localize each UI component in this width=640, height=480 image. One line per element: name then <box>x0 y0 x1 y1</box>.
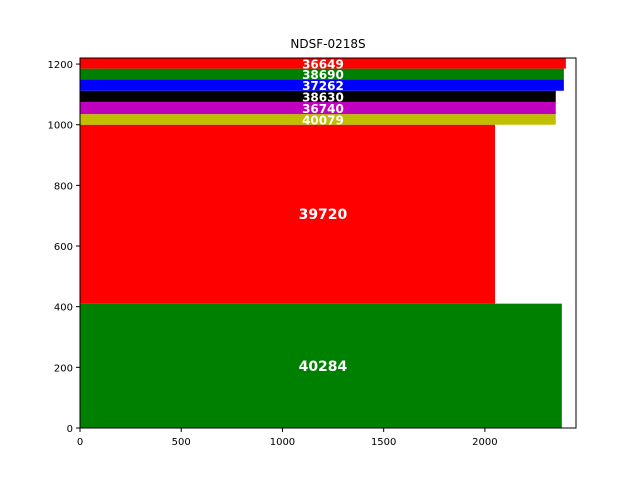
bar-block <box>80 303 562 428</box>
y-tick-label: 600 <box>54 242 73 253</box>
bar-value-label: 37262 <box>302 79 344 93</box>
bar-block <box>80 114 556 125</box>
x-tick-label: 1000 <box>270 437 295 448</box>
y-tick-label: 200 <box>54 363 73 374</box>
x-axis: 0 500 1000 1500 2000 <box>77 428 498 448</box>
y-tick-label: 800 <box>54 181 73 192</box>
y-tick-label: 400 <box>54 303 73 314</box>
bar-block <box>80 90 556 102</box>
x-tick-label: 500 <box>172 437 191 448</box>
y-tick-label: 1000 <box>48 121 73 132</box>
bar-block <box>80 79 564 91</box>
bar-block <box>80 124 496 304</box>
bar-block <box>80 101 556 115</box>
bar-block <box>80 58 566 69</box>
y-tick-label: 1200 <box>48 60 73 71</box>
bar-value-label: 39720 <box>299 207 348 223</box>
bar-value-label: 36649 <box>302 57 344 71</box>
y-axis: 0 200 400 600 800 1000 1200 <box>48 60 80 435</box>
bar-value-label: 38630 <box>302 90 344 104</box>
x-tick-label: 0 <box>77 437 83 448</box>
chart-title: NDSF-0218S <box>290 37 365 51</box>
x-tick-label: 1500 <box>371 437 396 448</box>
bar-block <box>80 68 564 80</box>
x-tick-label: 2000 <box>472 437 497 448</box>
bar-value-label: 40079 <box>302 113 344 127</box>
y-tick-label: 0 <box>67 424 73 435</box>
bar-value-label: 40284 <box>299 359 348 375</box>
plot-frame <box>79 57 577 429</box>
bar-value-label: 36740 <box>302 102 344 116</box>
bar-value-label: 38690 <box>302 68 344 82</box>
bars-group <box>80 58 566 428</box>
